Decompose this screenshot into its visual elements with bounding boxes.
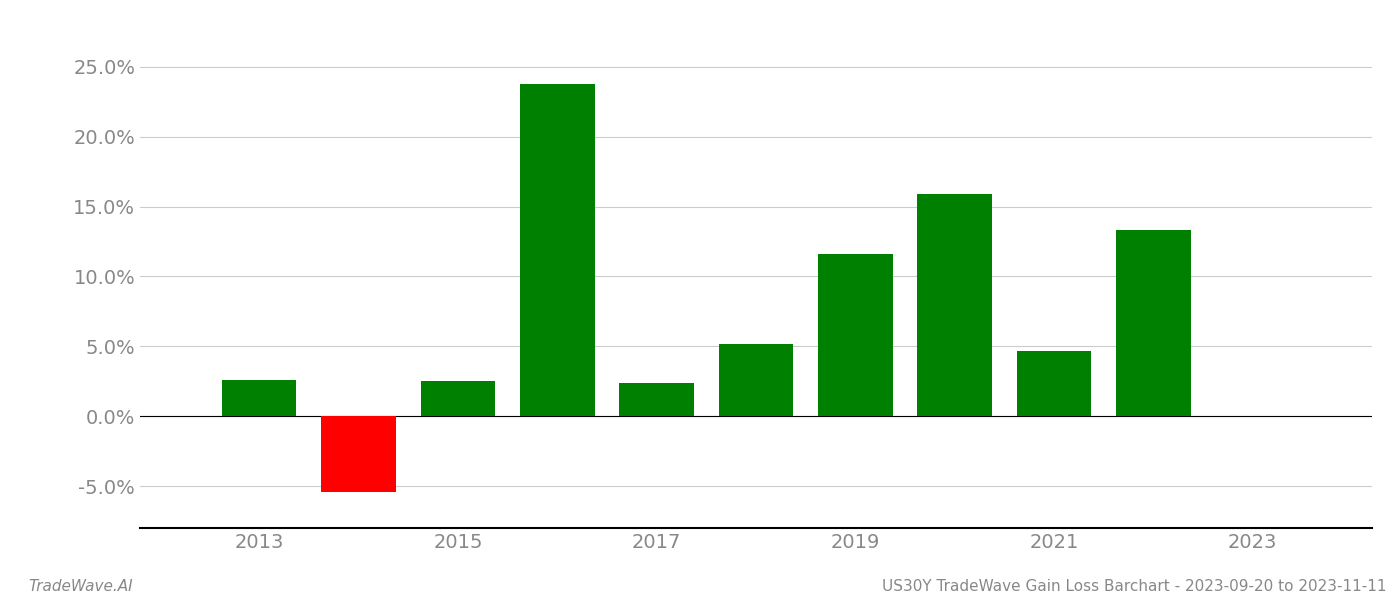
- Text: US30Y TradeWave Gain Loss Barchart - 2023-09-20 to 2023-11-11: US30Y TradeWave Gain Loss Barchart - 202…: [882, 579, 1386, 594]
- Bar: [420, 381, 496, 416]
- Bar: [917, 194, 993, 416]
- Bar: [1016, 350, 1092, 416]
- Bar: [619, 383, 694, 416]
- Bar: [818, 254, 893, 416]
- Bar: [519, 83, 595, 416]
- Bar: [223, 380, 297, 416]
- Bar: [1116, 230, 1190, 416]
- Bar: [322, 416, 396, 491]
- Text: TradeWave.AI: TradeWave.AI: [28, 579, 133, 594]
- Bar: [718, 344, 794, 416]
